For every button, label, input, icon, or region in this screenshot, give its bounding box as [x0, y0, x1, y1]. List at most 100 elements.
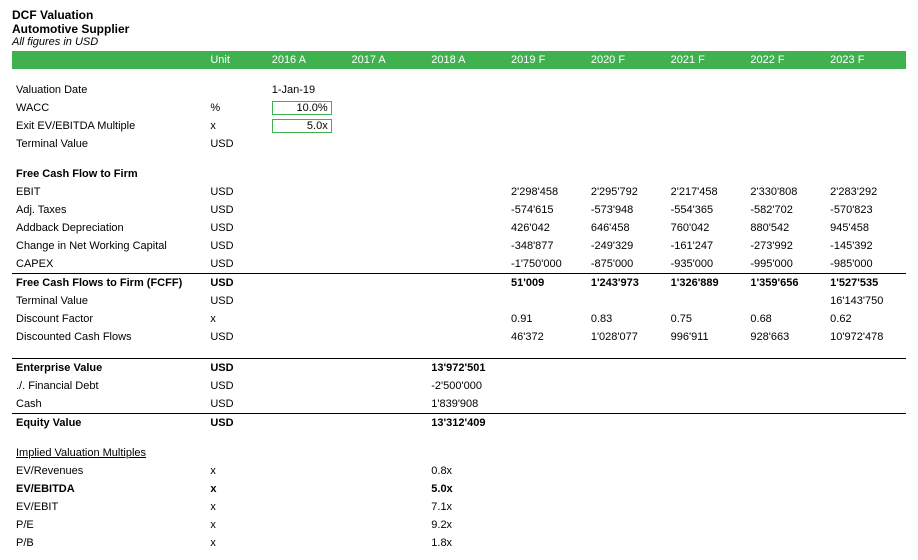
cell: 1'359'656	[746, 274, 826, 293]
label: Valuation Date	[12, 81, 206, 99]
label: CAPEX	[12, 255, 206, 274]
col-2016: 2016 A	[268, 51, 348, 69]
cell	[746, 292, 826, 310]
label: Terminal Value	[12, 135, 206, 153]
label: P/B	[12, 534, 206, 552]
unit: x	[206, 117, 267, 135]
page-note: All figures in USD	[12, 36, 906, 48]
label: P/E	[12, 516, 206, 534]
cell	[507, 292, 587, 310]
row-ebit: EBIT USD 2'298'458 2'295'792 2'217'458 2…	[12, 183, 906, 201]
cell: -249'329	[587, 237, 667, 255]
unit: x	[206, 480, 267, 498]
label: Change in Net Working Capital	[12, 237, 206, 255]
cell: 2'330'808	[746, 183, 826, 201]
row-discounted-cf: Discounted Cash Flows USD 46'372 1'028'0…	[12, 328, 906, 346]
label: Equity Value	[12, 414, 206, 433]
unit: x	[206, 310, 267, 328]
page-title: DCF Valuation	[12, 8, 906, 22]
col-2018: 2018 A	[427, 51, 507, 69]
unit: USD	[206, 183, 267, 201]
cell: 51'009	[507, 274, 587, 293]
unit: USD	[206, 414, 267, 433]
unit: USD	[206, 219, 267, 237]
row-financial-debt: ./. Financial Debt USD -2'500'000	[12, 377, 906, 395]
cell: -554'365	[667, 201, 747, 219]
value: 13'972'501	[427, 359, 507, 378]
unit: USD	[206, 292, 267, 310]
cell: 646'458	[587, 219, 667, 237]
row-valuation-date: Valuation Date 1-Jan-19	[12, 81, 906, 99]
cell: 760'042	[667, 219, 747, 237]
row-multiples-section: Implied Valuation Multiples	[12, 444, 906, 462]
value: 7.1x	[427, 498, 507, 516]
row-equity-value: Equity Value USD 13'312'409	[12, 414, 906, 433]
cell: 880'542	[746, 219, 826, 237]
value: -2'500'000	[427, 377, 507, 395]
value: 1-Jan-19	[268, 81, 348, 99]
unit: USD	[206, 135, 267, 153]
cell: 0.83	[587, 310, 667, 328]
cell: -570'823	[826, 201, 906, 219]
unit: USD	[206, 255, 267, 274]
unit: x	[206, 516, 267, 534]
row-discount-factor: Discount Factor x 0.91 0.83 0.75 0.68 0.…	[12, 310, 906, 328]
unit: x	[206, 498, 267, 516]
label: Adj. Taxes	[12, 201, 206, 219]
cell: 928'663	[746, 328, 826, 346]
cell: 996'911	[667, 328, 747, 346]
unit: USD	[206, 395, 267, 414]
unit: %	[206, 99, 267, 117]
label: WACC	[12, 99, 206, 117]
label: Free Cash Flows to Firm (FCFF)	[12, 274, 206, 293]
row-ev-ebitda: EV/EBITDA x 5.0x	[12, 480, 906, 498]
label: Terminal Value	[12, 292, 206, 310]
row-pe: P/E x 9.2x	[12, 516, 906, 534]
cell: -145'392	[826, 237, 906, 255]
section-title: Free Cash Flow to Firm	[12, 165, 206, 183]
cell: 2'298'458	[507, 183, 587, 201]
unit: USD	[206, 201, 267, 219]
col-2020: 2020 F	[587, 51, 667, 69]
row-wacc: WACC % 10.0%	[12, 99, 906, 117]
cell: -273'992	[746, 237, 826, 255]
row-nwc: Change in Net Working Capital USD -348'8…	[12, 237, 906, 255]
col-2019: 2019 F	[507, 51, 587, 69]
row-terminal-value-assumption: Terminal Value USD	[12, 135, 906, 153]
exit-mult-input[interactable]: 5.0x	[272, 119, 332, 133]
value: 1'839'908	[427, 395, 507, 414]
value: 13'312'409	[427, 414, 507, 433]
cell: 945'458	[826, 219, 906, 237]
cell: -348'877	[507, 237, 587, 255]
label: Cash	[12, 395, 206, 414]
unit: x	[206, 534, 267, 552]
unit: USD	[206, 274, 267, 293]
cell: 1'527'535	[826, 274, 906, 293]
dcf-table: Unit 2016 A 2017 A 2018 A 2019 F 2020 F …	[12, 51, 906, 552]
header-row: Unit 2016 A 2017 A 2018 A 2019 F 2020 F …	[12, 51, 906, 69]
unit	[206, 81, 267, 99]
row-terminal-value: Terminal Value USD 16'143'750	[12, 292, 906, 310]
unit: x	[206, 462, 267, 480]
page-subtitle: Automotive Supplier	[12, 22, 906, 36]
cell: -985'000	[826, 255, 906, 274]
cell: -161'247	[667, 237, 747, 255]
row-capex: CAPEX USD -1'750'000 -875'000 -935'000 -…	[12, 255, 906, 274]
row-depreciation: Addback Depreciation USD 426'042 646'458…	[12, 219, 906, 237]
cell: 426'042	[507, 219, 587, 237]
row-pb: P/B x 1.8x	[12, 534, 906, 552]
section-title: Implied Valuation Multiples	[12, 444, 206, 462]
cell: 10'972'478	[826, 328, 906, 346]
label: EV/Revenues	[12, 462, 206, 480]
cell: 0.68	[746, 310, 826, 328]
col-2021: 2021 F	[667, 51, 747, 69]
cell: -935'000	[667, 255, 747, 274]
value: 9.2x	[427, 516, 507, 534]
wacc-input[interactable]: 10.0%	[272, 101, 332, 115]
label: EBIT	[12, 183, 206, 201]
label: EV/EBITDA	[12, 480, 206, 498]
row-fcff-total: Free Cash Flows to Firm (FCFF) USD 51'00…	[12, 274, 906, 293]
cell: 0.75	[667, 310, 747, 328]
unit: USD	[206, 328, 267, 346]
col-2017: 2017 A	[347, 51, 427, 69]
